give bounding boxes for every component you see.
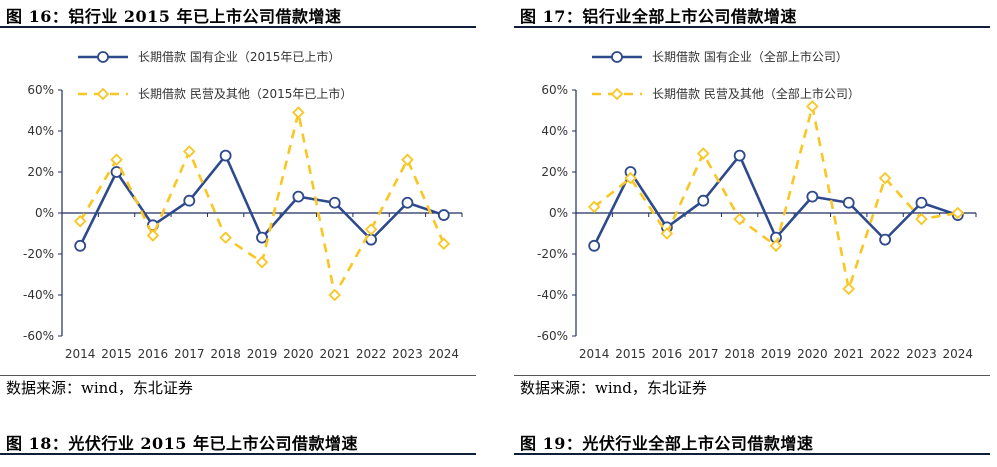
legend-marker	[96, 87, 110, 101]
data-point-private	[769, 239, 783, 253]
y-tick-label: 0%	[549, 206, 568, 220]
data-point-soe	[733, 149, 746, 162]
y-tick-label: -20%	[23, 247, 54, 261]
data-point-private	[182, 145, 196, 158]
data-point-private	[219, 231, 232, 244]
data-point-private	[624, 171, 637, 185]
data-point-private	[951, 206, 965, 220]
data-point-soe	[401, 196, 414, 209]
figure-title: 图 19：光伏行业全部上市公司借款增速	[520, 434, 814, 453]
figure-title: 图 16：铝行业 2015 年已上市公司借款增速	[6, 7, 342, 26]
data-point-soe	[842, 196, 855, 209]
data-point-private	[733, 212, 746, 226]
figure-19-title-bar: 图 19：光伏行业全部上市公司借款增速	[514, 427, 990, 455]
x-tick-label: 2024	[943, 347, 974, 361]
data-source: 数据来源：wind，东北证券	[6, 379, 193, 397]
figure-16: 图 16：铝行业 2015 年已上市公司借款增速 -60% -40% -20% 0% 2…	[0, 0, 476, 420]
x-tick-label: 2015	[101, 347, 132, 361]
legend-label: 长期借款 民营及其他（2015年已上市）	[138, 86, 352, 101]
x-tick-label: 2023	[906, 347, 937, 361]
data-point-private	[73, 214, 87, 228]
data-point-private	[587, 200, 601, 214]
y-tick-label: -60%	[23, 329, 54, 343]
data-point-soe	[74, 239, 87, 252]
figure-title-bar: 图 17：铝行业全部上市公司借款增速	[514, 0, 990, 28]
x-tick-label: 2020	[283, 347, 314, 361]
x-tick-label: 2024	[429, 347, 460, 361]
data-point-soe	[806, 190, 819, 203]
legend-label: 长期借款 民营及其他（全部上市公司）	[652, 86, 860, 101]
data-point-private	[292, 106, 305, 119]
y-tick-label: 20%	[27, 165, 54, 179]
x-tick-label: 2021	[319, 347, 350, 361]
data-point-soe	[697, 194, 710, 207]
x-tick-label: 2016	[138, 347, 169, 361]
data-point-private	[878, 171, 892, 185]
line-chart: -60% -40% -20% 0% 20% 40% 60% 2014 2015 2016 2017 2…	[537, 49, 977, 361]
legend-marker	[97, 51, 109, 63]
legend-marker	[610, 87, 624, 101]
figure-18-title-bar: 图 18：光伏行业 2015 年已上市公司借款增速	[0, 427, 476, 455]
x-tick-label: 2019	[247, 347, 278, 361]
source-divider	[514, 375, 990, 376]
source-divider	[0, 375, 476, 376]
x-tick-label: 2019	[761, 347, 792, 361]
x-tick-label: 2017	[688, 347, 719, 361]
y-tick-label: 60%	[541, 83, 568, 97]
figure-title-bar: 图 16：铝行业 2015 年已上市公司借款增速	[0, 0, 476, 28]
x-tick-label: 2016	[652, 347, 683, 361]
x-tick-label: 2023	[392, 347, 423, 361]
x-tick-label: 2018	[724, 347, 755, 361]
data-point-private	[401, 153, 414, 166]
y-tick-label: 0%	[35, 206, 54, 220]
data-point-private	[915, 212, 928, 226]
y-tick-label: 40%	[541, 124, 568, 138]
data-point-soe	[219, 149, 232, 162]
data-point-private	[806, 100, 819, 113]
figure-title: 图 18：光伏行业 2015 年已上市公司借款增速	[6, 434, 359, 453]
legend-label: 长期借款 国有企业（全部上市公司）	[652, 49, 848, 64]
x-tick-label: 2022	[356, 347, 387, 361]
figure-title: 图 17：铝行业全部上市公司借款增速	[520, 7, 797, 26]
legend-label: 长期借款 国有企业（2015年已上市）	[138, 49, 340, 64]
data-point-soe	[292, 190, 305, 203]
y-tick-label: -40%	[537, 288, 568, 302]
data-point-private	[660, 227, 674, 240]
data-point-private	[842, 282, 856, 296]
data-point-private	[110, 153, 123, 166]
y-tick-label: -60%	[537, 329, 568, 343]
data-point-soe	[256, 231, 268, 244]
x-tick-label: 2022	[870, 347, 901, 361]
data-point-soe	[437, 209, 450, 221]
data-point-soe	[915, 196, 928, 209]
data-point-private	[696, 147, 710, 160]
data-point-private	[255, 255, 269, 269]
data-point-soe	[588, 239, 601, 252]
x-tick-label: 2014	[65, 347, 96, 361]
data-source: 数据来源：wind，东北证券	[520, 379, 707, 397]
y-tick-label: 40%	[27, 124, 54, 138]
x-tick-label: 2015	[615, 347, 646, 361]
y-tick-label: -40%	[23, 288, 54, 302]
data-point-private	[437, 237, 451, 251]
data-point-private	[146, 229, 160, 242]
data-point-soe	[879, 233, 891, 246]
x-tick-label: 2017	[174, 347, 205, 361]
legend-marker	[611, 51, 623, 63]
data-point-soe	[328, 196, 341, 209]
data-point-private	[328, 288, 342, 302]
y-tick-label: -20%	[537, 247, 568, 261]
data-point-soe	[183, 194, 196, 207]
y-tick-label: 60%	[27, 83, 54, 97]
data-point-private	[364, 223, 378, 236]
x-tick-label: 2014	[579, 347, 610, 361]
y-tick-label: 20%	[541, 165, 568, 179]
x-tick-label: 2020	[797, 347, 828, 361]
x-tick-label: 2018	[210, 347, 241, 361]
line-chart: -60% -40% -20% 0% 20% 40% 60% 2014 2015 2016 2017 2…	[23, 49, 463, 361]
figure-17: 图 17：铝行业全部上市公司借款增速 -60% -40% -20% 0% 20% 40% 6…	[514, 0, 990, 420]
x-tick-label: 2021	[833, 347, 864, 361]
